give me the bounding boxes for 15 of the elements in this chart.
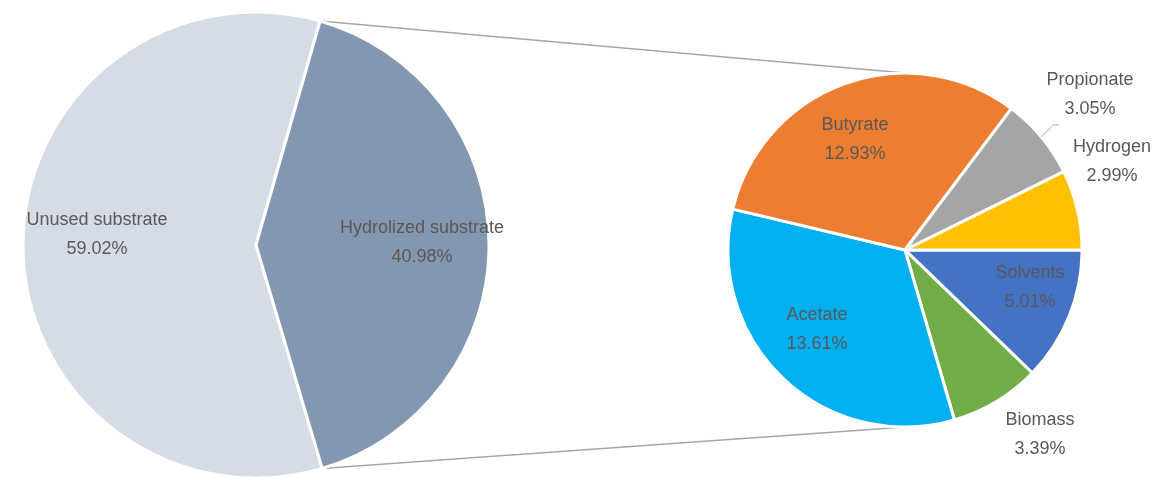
- slice-label: Butyrate: [821, 114, 889, 134]
- slice-label: Solvents: [995, 262, 1065, 282]
- slice-label: Acetate: [786, 304, 848, 324]
- data-label: 2.99%: [1086, 165, 1138, 185]
- data-label: 13.61%: [786, 333, 848, 353]
- data-label: 40.98%: [391, 246, 453, 266]
- data-label: 12.93%: [824, 143, 886, 163]
- slice-label: Biomass: [1005, 409, 1075, 429]
- data-label: 59.02%: [66, 238, 128, 258]
- slice-label: Unused substrate: [26, 209, 168, 229]
- data-label: 3.39%: [1014, 438, 1066, 458]
- data-label: 3.05%: [1064, 98, 1116, 118]
- data-label: 5.01%: [1004, 291, 1056, 311]
- slice-label: Propionate: [1046, 69, 1134, 89]
- slice-label: Hydrogen: [1072, 136, 1152, 156]
